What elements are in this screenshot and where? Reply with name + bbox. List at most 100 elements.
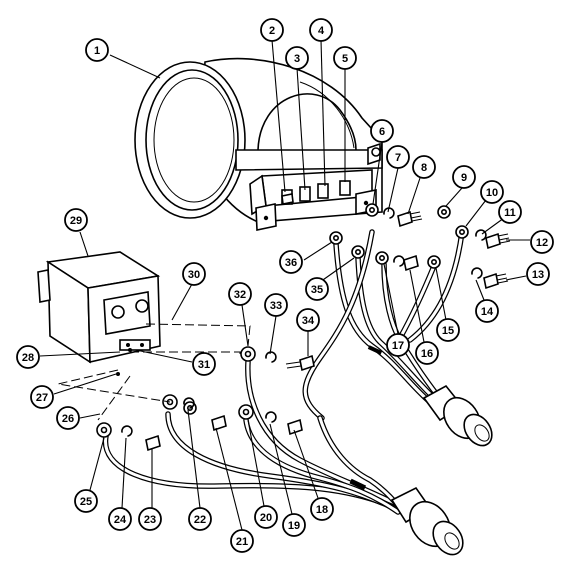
block-terminal-d bbox=[339, 180, 351, 196]
leader-17 bbox=[383, 263, 399, 335]
leader-19 bbox=[269, 423, 293, 515]
ring-terminal-6 bbox=[365, 203, 379, 217]
callout-22: 22 bbox=[188, 507, 212, 531]
ear-screw-right bbox=[135, 299, 149, 313]
svg-text:22: 22 bbox=[194, 514, 206, 526]
callout-32: 32 bbox=[228, 282, 252, 306]
callout-1: 1 bbox=[85, 38, 109, 62]
screw-13 bbox=[483, 272, 509, 290]
screw-2 bbox=[281, 193, 294, 205]
screw-23 bbox=[145, 434, 161, 452]
ring-terminal-25 bbox=[96, 422, 112, 438]
leader-16 bbox=[409, 269, 425, 343]
lock-washer-22 bbox=[183, 397, 195, 409]
harness-wire-e-inner bbox=[408, 230, 464, 342]
lower-wire-20-inner bbox=[244, 418, 400, 514]
screw-21b bbox=[211, 414, 227, 432]
leader-33 bbox=[269, 315, 277, 355]
switch-terminal-1 bbox=[126, 343, 130, 347]
svg-text:7: 7 bbox=[395, 152, 401, 164]
lower-wire-21-inner bbox=[166, 412, 400, 512]
callout-27: 27 bbox=[30, 385, 54, 409]
lock-washer-11 bbox=[475, 229, 487, 241]
cable-tie-lower bbox=[349, 478, 367, 491]
callout-29: 29 bbox=[64, 208, 88, 232]
svg-text:16: 16 bbox=[421, 348, 433, 360]
leader-lines bbox=[39, 39, 530, 531]
callout-34: 34 bbox=[296, 308, 320, 332]
svg-text:12: 12 bbox=[536, 237, 548, 249]
lower-wire-upper-tie-inner bbox=[318, 416, 402, 510]
callout-16: 16 bbox=[415, 341, 439, 365]
callouts: 1 2 3 4 5 6 7 8 9 10 11 12 13 14 15 16 1… bbox=[16, 18, 554, 553]
mounting-ear bbox=[103, 291, 151, 335]
leader-9 bbox=[445, 187, 463, 207]
callout-25: 25 bbox=[74, 489, 98, 513]
svg-text:31: 31 bbox=[198, 359, 210, 371]
callout-5: 5 bbox=[333, 46, 357, 70]
lock-washer-19 bbox=[265, 411, 277, 423]
ring-terminal-20 bbox=[238, 404, 254, 420]
dash-to-25 bbox=[97, 375, 131, 421]
leader-14 bbox=[475, 279, 485, 301]
leader-2 bbox=[271, 39, 286, 193]
svg-text:14: 14 bbox=[481, 306, 494, 318]
callout-11: 11 bbox=[498, 200, 522, 224]
dash-27-26 bbox=[57, 369, 171, 403]
svg-text:18: 18 bbox=[316, 504, 328, 516]
svg-text:15: 15 bbox=[442, 325, 454, 337]
leader-24 bbox=[121, 437, 127, 509]
leader-7 bbox=[387, 167, 399, 213]
leader-25 bbox=[89, 437, 105, 491]
svg-text:24: 24 bbox=[114, 514, 127, 526]
leader-36 bbox=[303, 241, 333, 261]
svg-text:27: 27 bbox=[36, 392, 48, 404]
callout-28: 28 bbox=[16, 345, 40, 369]
upper-connector-face bbox=[474, 424, 490, 442]
svg-text:5: 5 bbox=[342, 53, 348, 65]
callout-3: 3 bbox=[285, 46, 309, 70]
lock-washer-7 bbox=[383, 207, 395, 219]
callout-10: 10 bbox=[480, 180, 504, 204]
callout-17: 17 bbox=[386, 333, 410, 357]
harness-wire-b-inner bbox=[356, 256, 436, 400]
screw-8 bbox=[397, 210, 423, 228]
callout-7: 7 bbox=[386, 145, 410, 169]
gauge-bezel bbox=[134, 61, 246, 219]
svg-text:36: 36 bbox=[285, 257, 297, 269]
upper-connector-nose bbox=[463, 413, 493, 447]
callout-8: 8 bbox=[412, 155, 436, 179]
svg-text:11: 11 bbox=[504, 207, 516, 219]
svg-text:26: 26 bbox=[62, 413, 74, 425]
callout-9: 9 bbox=[452, 165, 476, 189]
screw-12 bbox=[485, 232, 511, 250]
svg-text:9: 9 bbox=[461, 172, 467, 184]
callout-19: 19 bbox=[282, 513, 306, 537]
svg-text:25: 25 bbox=[80, 496, 92, 508]
leader-26 bbox=[79, 413, 101, 419]
leader-27 bbox=[53, 373, 117, 395]
dash-30-32 bbox=[145, 323, 251, 347]
leader-28 bbox=[39, 351, 121, 357]
svg-text:34: 34 bbox=[302, 315, 315, 327]
svg-text:33: 33 bbox=[270, 300, 282, 312]
leader-31 bbox=[135, 349, 193, 363]
switch-terminal-3 bbox=[116, 372, 120, 376]
ring-terminal-15 bbox=[427, 255, 441, 269]
svg-text:30: 30 bbox=[188, 269, 200, 281]
harness-wire-d-inner bbox=[398, 264, 436, 340]
upper-harness bbox=[302, 229, 493, 447]
svg-text:28: 28 bbox=[22, 352, 34, 364]
callout-30: 30 bbox=[182, 262, 206, 286]
svg-text:29: 29 bbox=[70, 215, 82, 227]
callout-24: 24 bbox=[108, 507, 132, 531]
leader-21 bbox=[215, 427, 243, 531]
lower-connector bbox=[390, 486, 464, 556]
svg-text:3: 3 bbox=[294, 53, 300, 65]
callout-21: 21 bbox=[230, 529, 254, 553]
leader-20 bbox=[247, 419, 265, 507]
callout-6: 6 bbox=[370, 119, 394, 143]
leader-8 bbox=[407, 177, 421, 215]
